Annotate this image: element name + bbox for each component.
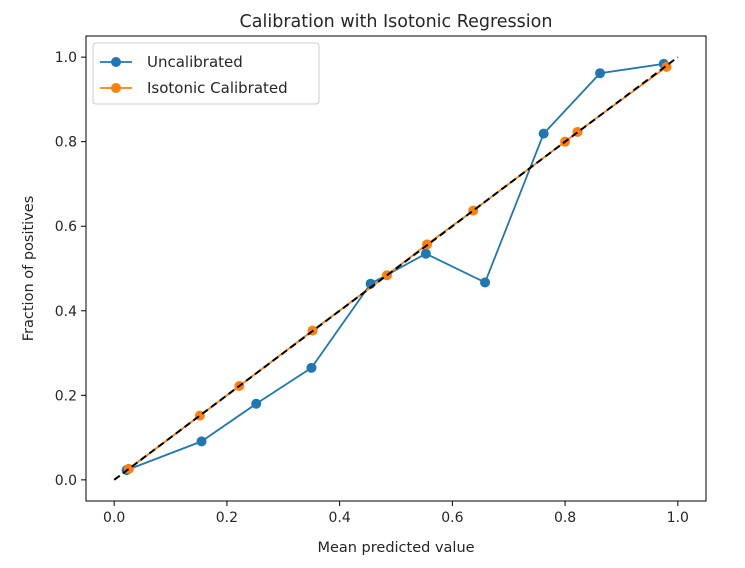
legend-swatch-marker xyxy=(111,57,121,67)
x-tick-label: 0.2 xyxy=(216,510,238,526)
data-point-series-0 xyxy=(480,277,491,288)
series-line-0 xyxy=(126,63,664,471)
legend: Uncalibrated Isotonic Calibrated xyxy=(92,42,320,105)
data-point-series-0 xyxy=(420,248,431,259)
y-tick-label: 0.0 xyxy=(55,473,77,489)
x-axis: 0.0 0.2 0.4 0.6 0.8 1.0 xyxy=(103,501,689,526)
data-point-series-0 xyxy=(196,436,207,447)
x-tick-label: 0.6 xyxy=(441,510,463,526)
reference-diagonal-line xyxy=(113,56,679,481)
y-tick-label: 0.6 xyxy=(55,219,77,235)
legend-label: Isotonic Calibrated xyxy=(147,79,288,97)
chart-title: Calibration with Isotonic Regression xyxy=(240,12,553,32)
y-axis: 0.0 0.2 0.4 0.6 0.8 1.0 xyxy=(55,50,86,489)
data-point-series-0 xyxy=(306,362,317,373)
x-tick-label: 1.0 xyxy=(667,510,689,526)
data-point-series-0 xyxy=(595,68,606,79)
y-tick-label: 0.4 xyxy=(55,304,77,320)
data-point-series-0 xyxy=(251,398,262,409)
legend-label: Uncalibrated xyxy=(147,53,243,71)
y-tick-label: 0.2 xyxy=(55,388,77,404)
y-axis-label: Fraction of positives xyxy=(21,196,37,342)
x-tick-label: 0.0 xyxy=(103,510,125,526)
y-tick-label: 0.8 xyxy=(55,135,77,151)
plot-frame xyxy=(85,35,707,502)
axes-layer xyxy=(85,35,707,502)
legend-swatch-marker xyxy=(111,83,121,93)
legend-box xyxy=(92,42,320,105)
x-tick-label: 0.8 xyxy=(554,510,576,526)
series-layer xyxy=(113,56,679,481)
data-point-series-0 xyxy=(538,128,549,139)
x-axis-label: Mean predicted value xyxy=(317,540,474,556)
y-tick-label: 1.0 xyxy=(55,50,77,66)
x-tick-label: 0.4 xyxy=(329,510,351,526)
